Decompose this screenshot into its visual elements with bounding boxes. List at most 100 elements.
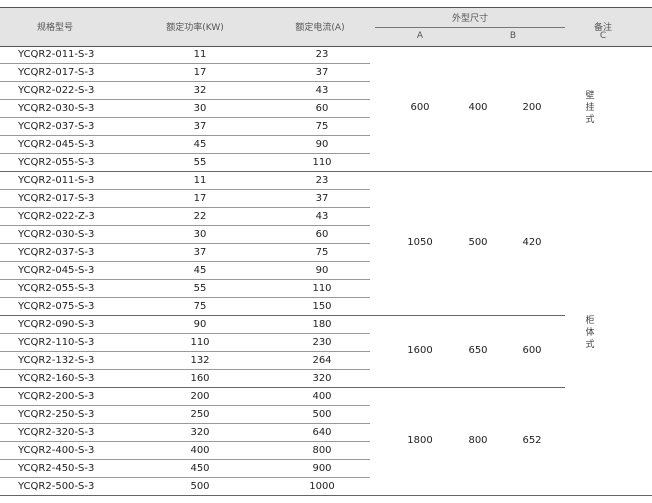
dim-b: 800 xyxy=(468,435,488,446)
power-cell: 450 xyxy=(190,463,210,474)
model-cell: YCQR2-450-S-3 xyxy=(18,463,95,474)
current-cell: 60 xyxy=(315,229,329,240)
row-divider xyxy=(0,459,370,460)
header-power: 额定功率(KW) xyxy=(166,23,224,33)
row-divider xyxy=(0,261,370,262)
model-cell: YCQR2-030-S-3 xyxy=(18,229,95,240)
dim-a: 1800 xyxy=(407,435,433,446)
model-cell: YCQR2-132-S-3 xyxy=(18,355,95,366)
model-cell: YCQR2-090-S-3 xyxy=(18,319,95,330)
current-cell: 43 xyxy=(315,85,329,96)
row-divider xyxy=(0,351,370,352)
header-b: B xyxy=(509,31,517,41)
row-divider xyxy=(0,423,370,424)
power-cell: 110 xyxy=(190,337,210,348)
row-divider xyxy=(0,153,370,154)
power-cell: 11 xyxy=(193,49,207,60)
power-cell: 30 xyxy=(193,103,207,114)
current-cell: 150 xyxy=(312,301,332,312)
dim-c: 200 xyxy=(522,102,542,113)
current-cell: 900 xyxy=(312,463,332,474)
model-cell: YCQR2-045-S-3 xyxy=(18,265,95,276)
row-divider xyxy=(0,243,370,244)
model-cell: YCQR2-045-S-3 xyxy=(18,139,95,150)
power-cell: 75 xyxy=(193,301,207,312)
header-current: 额定电流(A) xyxy=(295,23,345,33)
header-remark: 备注 xyxy=(593,23,613,33)
power-cell: 90 xyxy=(193,319,207,330)
row-divider xyxy=(0,369,370,370)
current-cell: 75 xyxy=(315,247,329,258)
power-cell: 17 xyxy=(193,193,207,204)
current-cell: 37 xyxy=(315,67,329,78)
row-divider xyxy=(0,135,370,136)
row-divider xyxy=(0,189,370,190)
group-divider xyxy=(0,387,565,388)
current-cell: 500 xyxy=(312,409,332,420)
current-cell: 180 xyxy=(312,319,332,330)
row-divider xyxy=(0,63,370,64)
current-cell: 264 xyxy=(312,355,332,366)
power-cell: 37 xyxy=(193,121,207,132)
power-cell: 22 xyxy=(193,211,207,222)
row-divider xyxy=(0,81,370,82)
power-cell: 320 xyxy=(190,427,210,438)
row-divider xyxy=(0,117,370,118)
header-divider xyxy=(375,27,565,28)
current-cell: 75 xyxy=(315,121,329,132)
dim-a: 1050 xyxy=(407,237,433,248)
power-cell: 37 xyxy=(193,247,207,258)
group-divider xyxy=(0,495,652,496)
group-divider xyxy=(0,171,652,172)
row-divider xyxy=(0,441,370,442)
header-dims: 外型尺寸 xyxy=(451,14,489,24)
row-divider xyxy=(0,405,370,406)
row-divider xyxy=(0,207,370,208)
row-divider xyxy=(0,477,370,478)
model-cell: YCQR2-011-S-3 xyxy=(18,49,95,60)
dim-c: 600 xyxy=(522,345,542,356)
model-cell: YCQR2-037-S-3 xyxy=(18,247,95,258)
model-cell: YCQR2-055-S-3 xyxy=(18,157,95,168)
header-a: A xyxy=(416,31,424,41)
header-model: 规格型号 xyxy=(36,23,74,33)
current-cell: 110 xyxy=(312,157,332,168)
power-cell: 17 xyxy=(193,67,207,78)
remark-text: 柜体式 xyxy=(585,316,595,350)
header-c: C xyxy=(599,31,607,41)
power-cell: 55 xyxy=(193,157,207,168)
model-cell: YCQR2-500-S-3 xyxy=(18,481,95,492)
model-cell: YCQR2-022-Z-3 xyxy=(18,211,95,222)
current-cell: 1000 xyxy=(309,481,335,492)
current-cell: 43 xyxy=(315,211,329,222)
power-cell: 400 xyxy=(190,445,210,456)
dim-c: 420 xyxy=(522,237,542,248)
current-cell: 110 xyxy=(312,283,332,294)
model-cell: YCQR2-320-S-3 xyxy=(18,427,95,438)
power-cell: 132 xyxy=(190,355,210,366)
row-divider xyxy=(0,333,370,334)
current-cell: 640 xyxy=(312,427,332,438)
group-divider xyxy=(0,315,565,316)
power-cell: 500 xyxy=(190,481,210,492)
power-cell: 160 xyxy=(190,373,210,384)
model-cell: YCQR2-200-S-3 xyxy=(18,391,95,402)
dim-a: 1600 xyxy=(407,345,433,356)
model-cell: YCQR2-055-S-3 xyxy=(18,283,95,294)
current-cell: 320 xyxy=(312,373,332,384)
row-divider xyxy=(0,279,370,280)
model-cell: YCQR2-400-S-3 xyxy=(18,445,95,456)
power-cell: 45 xyxy=(193,139,207,150)
current-cell: 400 xyxy=(312,391,332,402)
model-cell: YCQR2-037-S-3 xyxy=(18,121,95,132)
current-cell: 800 xyxy=(312,445,332,456)
model-cell: YCQR2-075-S-3 xyxy=(18,301,95,312)
row-divider xyxy=(0,297,370,298)
model-cell: YCQR2-011-S-3 xyxy=(18,175,95,186)
model-cell: YCQR2-017-S-3 xyxy=(18,67,95,78)
current-cell: 23 xyxy=(315,175,329,186)
power-cell: 55 xyxy=(193,283,207,294)
model-cell: YCQR2-160-S-3 xyxy=(18,373,95,384)
power-cell: 11 xyxy=(193,175,207,186)
power-cell: 250 xyxy=(190,409,210,420)
